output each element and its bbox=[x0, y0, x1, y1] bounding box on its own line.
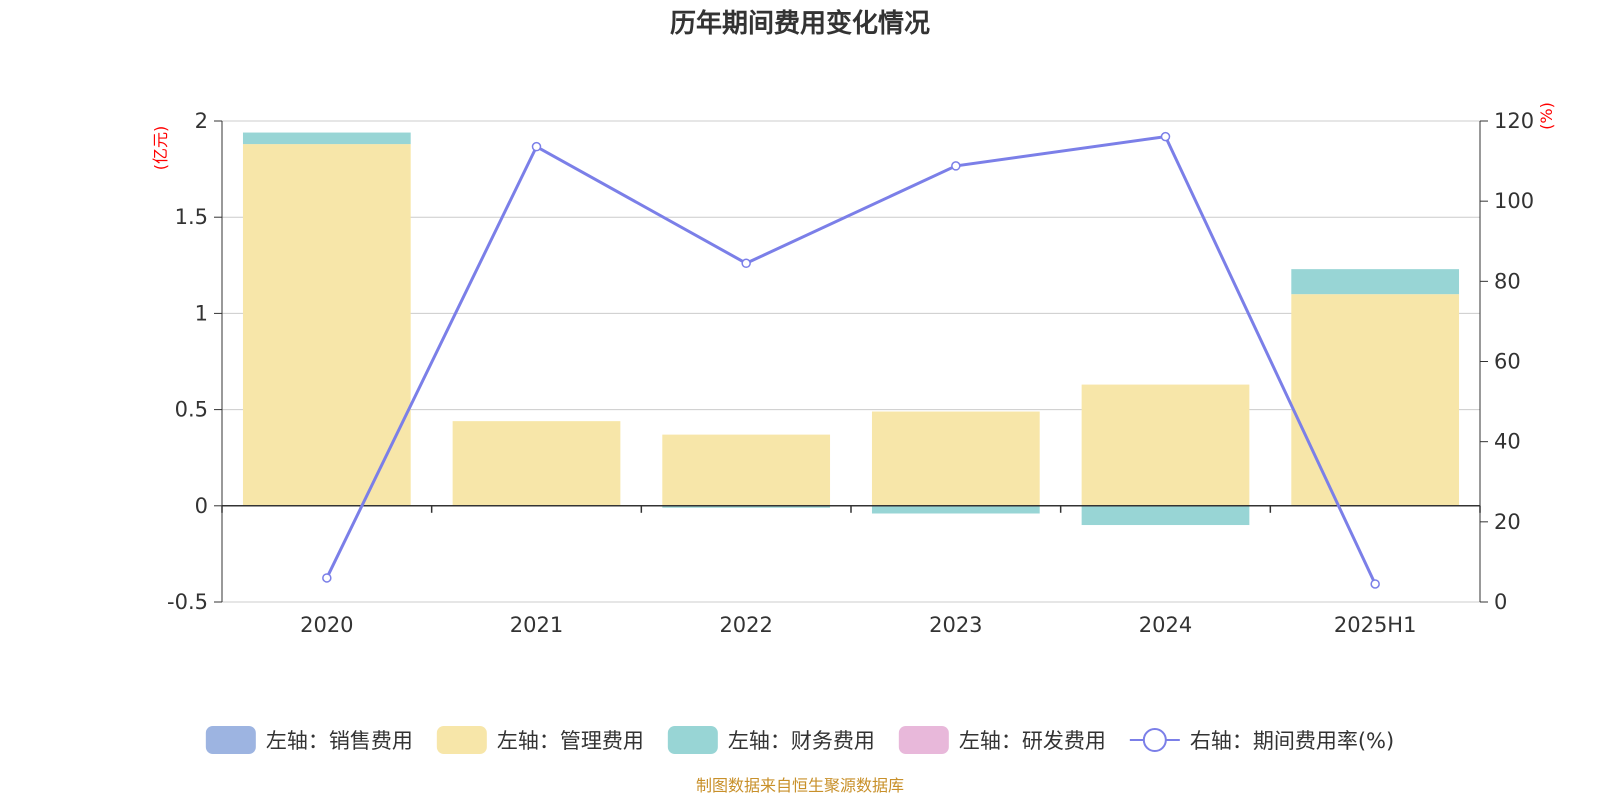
bar bbox=[1081, 384, 1250, 506]
bar bbox=[452, 421, 621, 506]
left-tick-label: 1.5 bbox=[175, 205, 208, 229]
legend: 左轴：销售费用 左轴：管理费用 左轴：财务费用 左轴：研发费用 右轴：期间费用率(%) bbox=[205, 726, 1394, 754]
bar bbox=[662, 505, 831, 508]
x-tick-label: 2020 bbox=[300, 613, 353, 637]
rate-point bbox=[1370, 579, 1380, 589]
left-tick-label: 2 bbox=[195, 109, 208, 133]
legend-swatch bbox=[667, 726, 718, 754]
right-tick-label: 40 bbox=[1494, 430, 1521, 454]
legend-swatch bbox=[205, 726, 256, 754]
right-tick-label: 120 bbox=[1494, 109, 1534, 133]
x-tick-label: 2021 bbox=[510, 613, 563, 637]
legend-item: 左轴：销售费用 bbox=[205, 726, 413, 754]
left-tick-label: -0.5 bbox=[167, 590, 208, 614]
bar bbox=[242, 132, 411, 145]
right-axis-unit: (%) bbox=[1537, 102, 1556, 130]
legend-item: 右轴：期间费用率(%) bbox=[1129, 728, 1394, 753]
bar bbox=[1291, 269, 1460, 295]
right-tick-label: 80 bbox=[1494, 269, 1521, 293]
right-tick-label: 100 bbox=[1494, 189, 1534, 213]
x-tick-label: 2023 bbox=[929, 613, 982, 637]
rate-point bbox=[741, 258, 751, 269]
rate-point bbox=[322, 573, 332, 583]
rate-point bbox=[531, 141, 542, 152]
left-tick-label: 0 bbox=[195, 494, 208, 518]
right-tick-label: 20 bbox=[1494, 510, 1521, 534]
legend-item: 左轴：管理费用 bbox=[436, 726, 644, 754]
legend-marker bbox=[1142, 728, 1167, 752]
legend-label: 左轴：财务费用 bbox=[728, 729, 875, 753]
bar bbox=[662, 434, 831, 506]
left-tick-label: 0.5 bbox=[175, 398, 208, 422]
chart-title: 历年期间费用变化情况 bbox=[670, 8, 930, 39]
legend-label: 左轴：销售费用 bbox=[266, 729, 413, 753]
bars bbox=[242, 132, 1460, 526]
bar bbox=[242, 144, 411, 506]
legend-label: 左轴：管理费用 bbox=[497, 729, 644, 753]
rate-point bbox=[951, 161, 961, 171]
legend-label: 左轴：研发费用 bbox=[959, 729, 1106, 753]
data-source-note: 制图数据来自恒生聚源数据库 bbox=[696, 776, 904, 795]
x-tick-label: 2022 bbox=[719, 613, 772, 637]
legend-swatch bbox=[898, 726, 949, 754]
legend-swatch bbox=[436, 726, 487, 754]
legend-label: 右轴：期间费用率(%) bbox=[1190, 729, 1394, 753]
rate-line-path bbox=[325, 134, 1377, 585]
rate-line bbox=[322, 131, 1380, 589]
bar bbox=[871, 411, 1040, 506]
bar bbox=[1081, 505, 1250, 526]
x-tick-label: 2025H1 bbox=[1334, 613, 1417, 637]
left-axis-unit: (亿元) bbox=[151, 126, 170, 171]
x-tick-label: 2024 bbox=[1139, 613, 1192, 637]
right-tick-label: 0 bbox=[1494, 590, 1507, 614]
legend-item: 左轴：研发费用 bbox=[898, 726, 1106, 754]
left-tick-label: 1 bbox=[195, 301, 208, 325]
bar bbox=[871, 505, 1040, 514]
bar bbox=[1291, 294, 1460, 506]
right-tick-label: 60 bbox=[1494, 350, 1521, 374]
rate-point bbox=[1160, 131, 1171, 142]
legend-item: 左轴：财务费用 bbox=[667, 726, 875, 754]
